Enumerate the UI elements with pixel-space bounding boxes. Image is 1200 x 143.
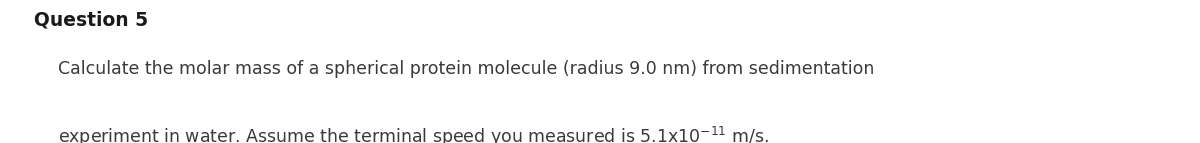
Text: Calculate the molar mass of a spherical protein molecule (radius 9.0 nm) from se: Calculate the molar mass of a spherical … bbox=[58, 60, 874, 78]
Text: Question 5: Question 5 bbox=[34, 10, 148, 29]
Text: experiment in water. Assume the terminal speed you measured is 5.1x10$^{-11}$ m/: experiment in water. Assume the terminal… bbox=[58, 124, 769, 143]
